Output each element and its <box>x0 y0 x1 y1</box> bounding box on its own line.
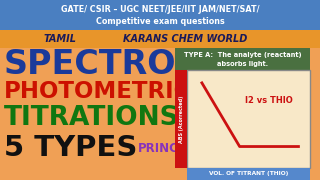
Text: ABS (Acorrected): ABS (Acorrected) <box>179 95 183 143</box>
Text: KARANS CHEM WORLD: KARANS CHEM WORLD <box>123 34 247 44</box>
Bar <box>175 70 187 168</box>
Text: I2 vs THIO: I2 vs THIO <box>244 96 292 105</box>
Bar <box>0 48 320 180</box>
Bar <box>187 168 310 180</box>
Text: SPECTRO: SPECTRO <box>4 48 177 80</box>
Bar <box>187 70 310 168</box>
Bar <box>0 0 320 30</box>
Text: PHOTOMETRIC: PHOTOMETRIC <box>4 80 191 104</box>
Text: VOL. OF TITRANT (THIO): VOL. OF TITRANT (THIO) <box>209 172 288 177</box>
Text: 5 TYPES: 5 TYPES <box>4 134 137 162</box>
Text: TYPE A:  The analyte (reactant): TYPE A: The analyte (reactant) <box>184 52 301 58</box>
Text: Competitive exam questions: Competitive exam questions <box>96 17 224 26</box>
Text: absorbs light.: absorbs light. <box>217 61 268 67</box>
Text: GATE/ CSIR – UGC NEET/JEE/IIT JAM/NET/SAT/: GATE/ CSIR – UGC NEET/JEE/IIT JAM/NET/SA… <box>61 4 259 14</box>
Text: TAMIL: TAMIL <box>44 34 76 44</box>
Bar <box>175 48 310 70</box>
Text: TITRATIONS: TITRATIONS <box>4 105 180 131</box>
Text: PRINCIPLE: PRINCIPLE <box>138 141 207 154</box>
Bar <box>0 30 320 48</box>
